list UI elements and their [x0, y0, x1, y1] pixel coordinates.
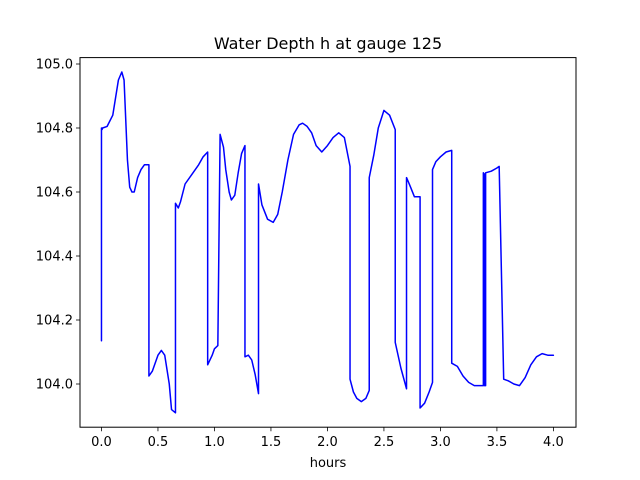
x-tick-label: 3.0 — [430, 435, 451, 450]
x-tick-label: 2.0 — [317, 435, 338, 450]
x-tick-label: 1.0 — [204, 435, 225, 450]
x-tick-label: 2.5 — [374, 435, 395, 450]
y-tick-label: 105.0 — [36, 58, 73, 73]
y-tick-label: 104.4 — [36, 250, 73, 265]
y-tick-label: 104.6 — [36, 186, 73, 201]
plot-frame — [79, 57, 577, 428]
x-axis-ticks: 0.0 0.5 1.0 1.5 2.0 2.5 3.0 3.5 4.0 — [91, 427, 564, 450]
x-axis-label: hours — [310, 456, 347, 471]
x-tick-label: 3.5 — [487, 435, 508, 450]
plot-area — [80, 57, 576, 428]
x-tick-label: 1.5 — [261, 435, 282, 450]
x-tick-label: 0.0 — [91, 435, 112, 450]
series-layer — [100, 71, 555, 414]
y-tick-label: 104.2 — [36, 314, 73, 329]
x-tick-label: 4.0 — [543, 435, 564, 450]
y-tick-label: 104.0 — [36, 378, 73, 393]
y-axis-ticks: 104.0 104.2 104.4 104.6 104.8 105.0 — [36, 58, 80, 393]
series-line-0 — [100, 71, 555, 414]
y-tick-label: 104.8 — [36, 122, 73, 137]
chart-title: Water Depth h at gauge 125 — [214, 34, 442, 53]
x-tick-label: 0.5 — [148, 435, 169, 450]
